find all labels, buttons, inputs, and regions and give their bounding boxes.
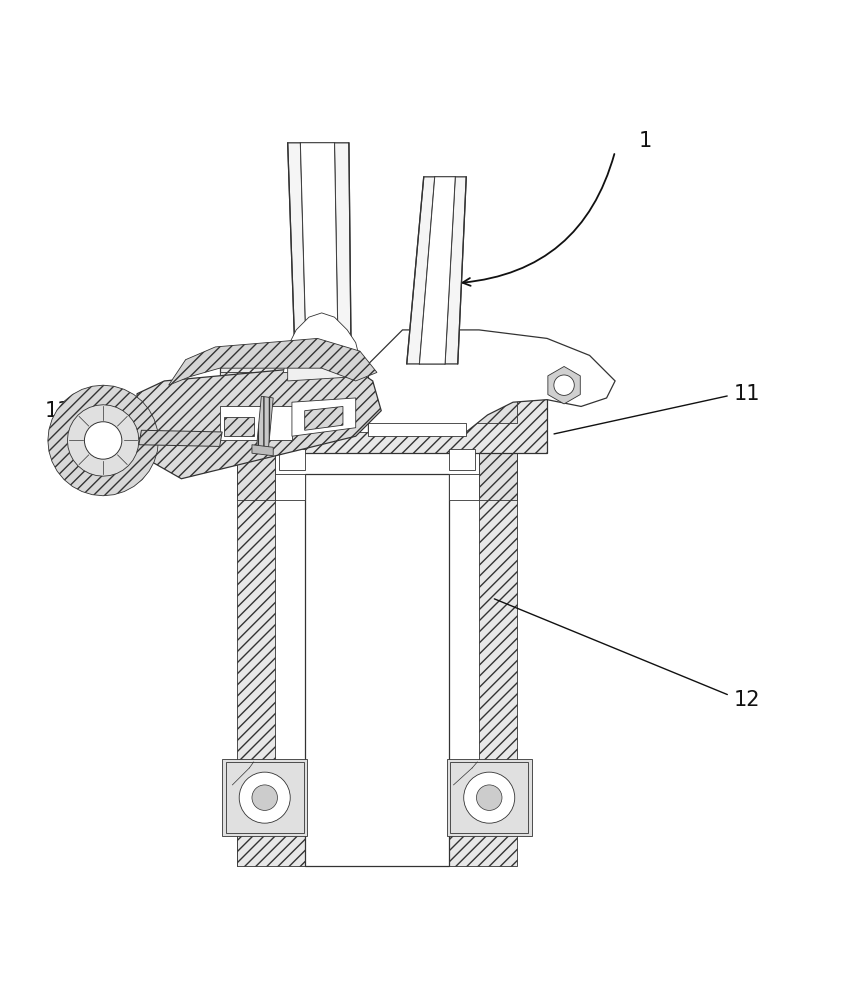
Polygon shape — [368, 330, 615, 432]
Polygon shape — [300, 143, 339, 389]
Polygon shape — [479, 445, 517, 866]
Polygon shape — [223, 759, 307, 836]
Polygon shape — [139, 430, 223, 446]
Polygon shape — [220, 364, 547, 453]
Polygon shape — [449, 449, 475, 470]
Polygon shape — [288, 360, 356, 381]
Polygon shape — [232, 415, 526, 453]
Polygon shape — [288, 143, 352, 389]
Polygon shape — [252, 445, 273, 456]
Circle shape — [554, 375, 574, 395]
Circle shape — [464, 772, 514, 823]
Polygon shape — [236, 453, 275, 500]
Polygon shape — [169, 338, 377, 385]
Polygon shape — [449, 474, 479, 500]
Polygon shape — [275, 474, 305, 500]
Circle shape — [477, 785, 502, 810]
Polygon shape — [279, 449, 305, 470]
Circle shape — [252, 785, 277, 810]
Polygon shape — [548, 366, 580, 404]
Polygon shape — [236, 815, 517, 866]
Circle shape — [239, 772, 290, 823]
Polygon shape — [419, 177, 455, 364]
Polygon shape — [134, 364, 381, 479]
Text: 12: 12 — [734, 690, 760, 710]
Polygon shape — [48, 385, 158, 496]
Polygon shape — [407, 177, 467, 364]
Polygon shape — [256, 396, 273, 452]
Circle shape — [85, 422, 122, 459]
Polygon shape — [292, 398, 356, 436]
Polygon shape — [283, 372, 458, 432]
Text: 13: 13 — [45, 401, 71, 421]
Polygon shape — [305, 474, 449, 866]
Polygon shape — [368, 423, 467, 436]
Polygon shape — [479, 453, 517, 500]
Text: 1: 1 — [639, 131, 651, 151]
Polygon shape — [305, 406, 343, 430]
Polygon shape — [283, 313, 360, 372]
Polygon shape — [220, 406, 292, 440]
Polygon shape — [458, 372, 517, 423]
Text: 11: 11 — [734, 384, 760, 404]
Polygon shape — [236, 445, 275, 866]
Polygon shape — [224, 417, 253, 436]
Polygon shape — [68, 405, 139, 476]
Polygon shape — [447, 759, 532, 836]
Polygon shape — [220, 372, 283, 423]
